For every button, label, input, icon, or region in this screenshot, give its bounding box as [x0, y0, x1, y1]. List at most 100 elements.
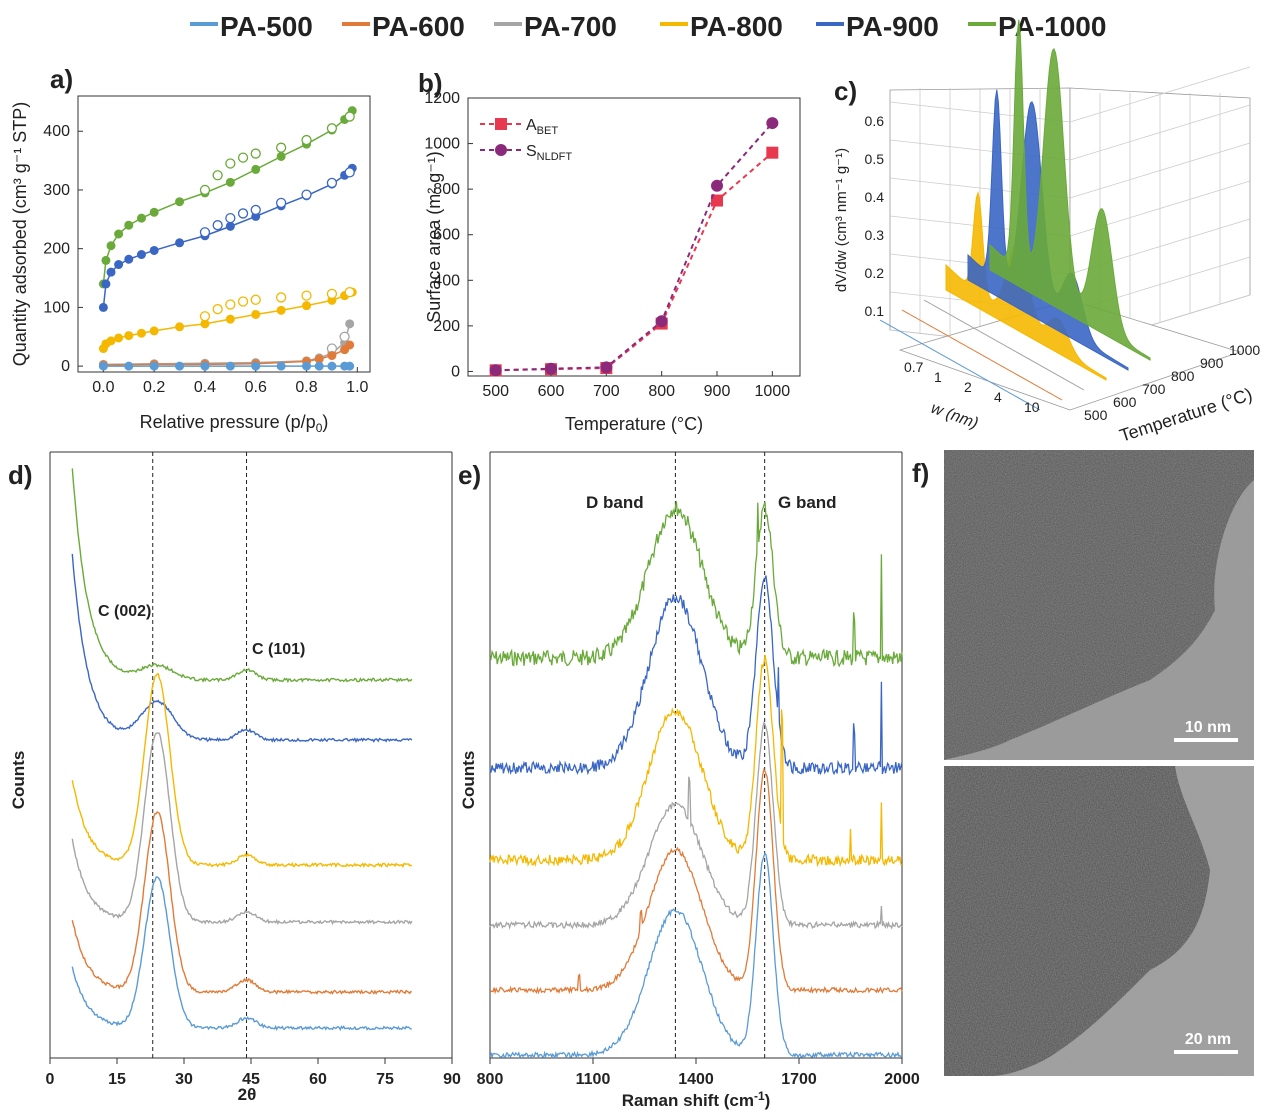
xrd-pattern	[71, 673, 413, 869]
series-marker	[711, 179, 723, 192]
x-axis-label: Raman shift (cm-1)	[622, 1089, 771, 1110]
panel-b-label: b)	[418, 68, 443, 98]
series-marker	[600, 361, 613, 374]
x-tick-label: 1400	[678, 1071, 714, 1088]
x-axis-label-sub: 0	[316, 421, 323, 435]
legend-entry: PA-500	[220, 11, 313, 42]
adsorption-point	[124, 331, 134, 341]
desorption-point	[225, 299, 236, 310]
adsorption-point	[114, 229, 124, 239]
legend-entry: PA-600	[372, 11, 465, 42]
annotation-g-band: G band	[778, 493, 837, 512]
adsorption-point	[149, 207, 159, 217]
panel-b-surface-area: b) 500 600 700 800 900 1000 0 200 400 600 800 1000 1…	[418, 68, 801, 434]
w-tick-label: 0.7	[904, 359, 924, 375]
adsorption-point	[327, 361, 337, 371]
y-tick-label: 200	[433, 318, 460, 335]
tem-texture-top	[944, 450, 1254, 760]
adsorption-point	[200, 319, 210, 329]
legend-label-main: S	[526, 143, 537, 160]
desorption-point	[237, 296, 249, 307]
legend-marker	[495, 118, 507, 130]
x-tick-label: 1100	[576, 1071, 611, 1088]
desorption-point	[212, 304, 223, 315]
y-tick-label: 300	[43, 182, 70, 199]
desorption-point	[301, 290, 312, 301]
desorption-point	[237, 208, 249, 219]
xrd-pattern	[71, 811, 412, 995]
isotherm-line	[102, 167, 353, 308]
x-tick-label: 15	[108, 1071, 126, 1088]
annotation-d-band: D band	[586, 493, 644, 512]
scale-bar-bottom	[1174, 1050, 1238, 1054]
legend-entry: PA-700	[524, 11, 617, 42]
adsorption-point	[345, 319, 355, 329]
annotation-c002: C (002)	[98, 603, 151, 620]
panel-f-tem: f) 10 nm 20 nm	[912, 450, 1254, 1076]
legend-marker	[495, 144, 507, 156]
adsorption-point	[175, 197, 185, 207]
t-tick-label: 800	[1171, 368, 1195, 384]
adsorption-point	[114, 260, 124, 270]
y-tick-label: 1200	[424, 90, 460, 107]
x-tick-label: 1000	[755, 383, 791, 400]
adsorption-point	[276, 151, 286, 161]
x-axis-label-end: )	[765, 1091, 771, 1110]
adsorption-point	[149, 361, 159, 371]
desorption-point	[250, 204, 261, 216]
adsorption-point	[124, 254, 134, 264]
desorption-point	[344, 111, 355, 122]
raman-spectrum	[489, 852, 903, 1060]
legend-entry: PA-800	[690, 11, 783, 42]
panel-e-label: e)	[458, 460, 481, 490]
panel-d-xrd: d) 0 15 30 45 60 75 90 2θ Counts C (002) C (101)	[8, 451, 461, 1104]
adsorption-point	[276, 305, 286, 315]
desorption-point	[250, 294, 261, 305]
series-marker	[766, 117, 779, 130]
t-tick-label: 500	[1084, 407, 1108, 423]
panel-f-label: f)	[912, 458, 929, 488]
psd-slice	[901, 309, 1063, 401]
y-axis-label: Counts	[9, 751, 28, 810]
xrd-pattern	[71, 876, 412, 1032]
z-tick-label: 0.5	[865, 151, 885, 167]
adsorption-point	[276, 361, 286, 371]
raman-spectrum	[489, 575, 903, 776]
annotation-c101: C (101)	[252, 641, 305, 658]
adsorption-point	[136, 250, 146, 260]
psd-slice	[879, 319, 1041, 411]
x-tick-label: 0.2	[143, 379, 165, 396]
legend-label-sub: NLDFT	[537, 151, 573, 163]
y-tick-label: 100	[43, 299, 70, 316]
y-tick-label: 600	[433, 227, 460, 244]
isotherm-line	[102, 110, 353, 284]
w-tick-label: 1	[934, 369, 942, 385]
x-tick-label: 600	[538, 383, 565, 400]
raman-spectrum	[489, 501, 903, 668]
adsorption-point	[98, 361, 108, 371]
scale-bar-top	[1174, 738, 1238, 742]
x-axis-label-main: Relative pressure (p/p	[140, 412, 316, 432]
y-tick-label: 0	[61, 358, 70, 375]
x-tick-label: 90	[443, 1071, 461, 1088]
xrd-pattern	[71, 732, 413, 926]
desorption-point	[301, 189, 312, 200]
series-marker	[766, 146, 779, 159]
desorption-point	[344, 167, 355, 178]
desorption-point	[339, 331, 350, 342]
desorption-point	[344, 286, 355, 298]
adsorption-point	[106, 336, 116, 346]
y-tick-label: 0	[451, 363, 460, 380]
adsorption-point	[175, 361, 185, 371]
adsorption-point	[101, 255, 111, 265]
x-tick-label: 0	[46, 1071, 55, 1088]
plot-frame	[467, 97, 801, 377]
adsorption-point	[314, 354, 324, 364]
panel-a-isotherms: a) 0.0 0.2 0.4 0.6 0.8 1.0 0 100 200 300 400 Relati…	[10, 64, 371, 435]
series-line	[495, 122, 774, 372]
panel-a-label: a)	[50, 64, 73, 94]
z-tick-label: 0.6	[865, 113, 885, 129]
x-tick-label: 45	[242, 1071, 260, 1088]
desorption-point	[225, 158, 236, 169]
